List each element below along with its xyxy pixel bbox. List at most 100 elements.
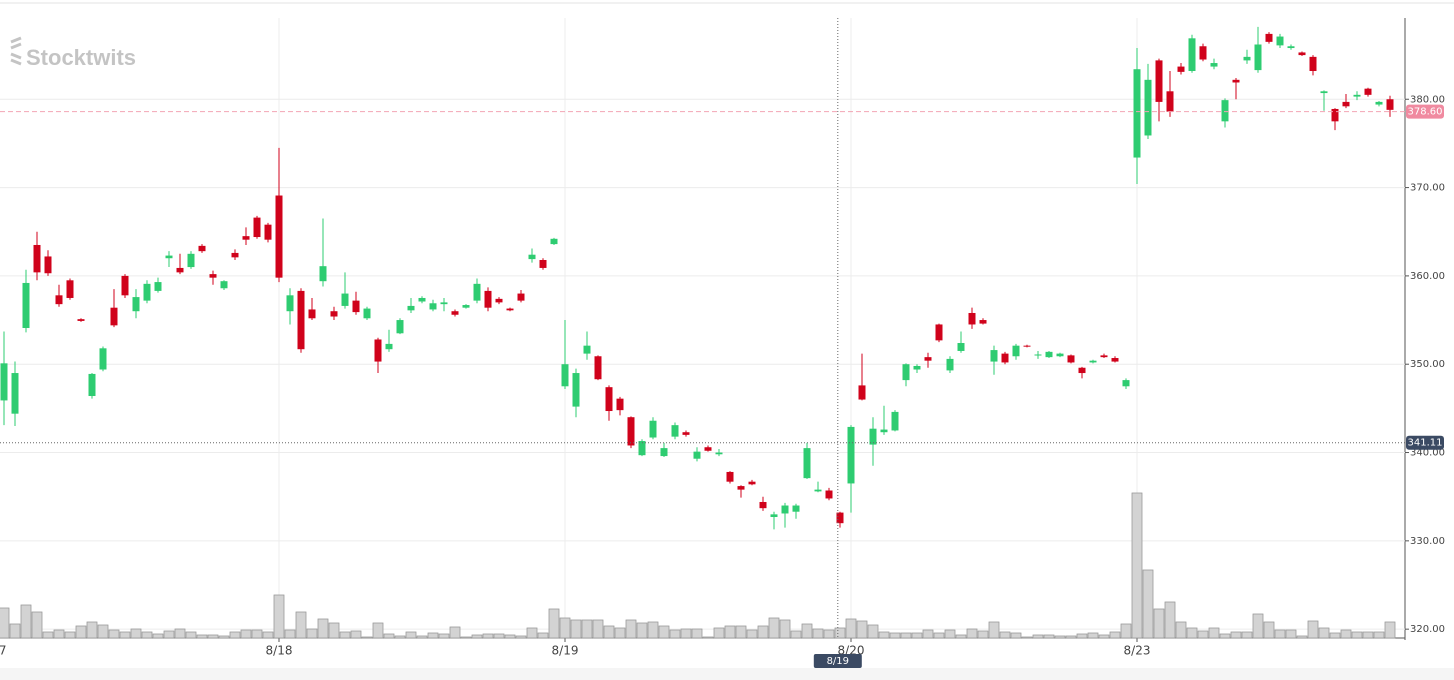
candle-body bbox=[968, 312, 976, 325]
volume-bar bbox=[229, 631, 241, 639]
volume-bar bbox=[1087, 632, 1099, 639]
volume-bar bbox=[988, 621, 1000, 639]
candle-body bbox=[1386, 99, 1394, 110]
candle-body bbox=[693, 451, 701, 459]
volume-bar bbox=[911, 632, 923, 639]
candle-body bbox=[1188, 38, 1196, 71]
volume-bar bbox=[471, 634, 483, 639]
y-tick-label: 330.00 bbox=[1410, 536, 1445, 547]
volume-bar bbox=[339, 631, 351, 639]
volume-bar bbox=[42, 631, 54, 639]
volume-bar bbox=[75, 625, 87, 639]
volume-bar bbox=[636, 622, 648, 639]
volume-bar bbox=[218, 635, 230, 639]
candle-body bbox=[198, 245, 206, 252]
candle-body bbox=[209, 274, 217, 278]
candle-body bbox=[1166, 91, 1174, 112]
volume-bar bbox=[383, 633, 395, 639]
volume-bar bbox=[526, 627, 538, 639]
volume-bar bbox=[559, 617, 571, 639]
candle-body bbox=[924, 357, 932, 361]
volume-bar bbox=[0, 607, 10, 639]
candle-body bbox=[814, 489, 822, 492]
candle-body bbox=[77, 319, 85, 321]
candle-body bbox=[781, 505, 789, 514]
candle-body bbox=[572, 373, 580, 407]
candle-body bbox=[341, 293, 349, 306]
volume-bar bbox=[361, 636, 373, 639]
volume-bar bbox=[823, 629, 835, 639]
volume-bar bbox=[1384, 621, 1396, 639]
candle-body bbox=[330, 311, 338, 317]
volume-bar bbox=[944, 629, 956, 639]
candle-body bbox=[858, 385, 866, 400]
candle-body bbox=[451, 311, 459, 315]
candle-body bbox=[88, 373, 96, 397]
candle-body bbox=[462, 305, 470, 308]
volume-bar bbox=[1010, 632, 1022, 639]
candle-body bbox=[836, 512, 844, 524]
candle-body bbox=[220, 281, 228, 289]
candle-body bbox=[1287, 46, 1295, 49]
volume-bar bbox=[900, 632, 912, 639]
candle-body bbox=[1111, 358, 1119, 362]
x-tick-label: 8/19 bbox=[552, 644, 579, 658]
volume-bar bbox=[9, 623, 21, 639]
volume-bar bbox=[1208, 627, 1220, 639]
y-tick-label: 360.00 bbox=[1410, 271, 1445, 282]
volume-bar bbox=[130, 628, 142, 639]
candle-body bbox=[528, 254, 536, 260]
candle-body bbox=[891, 411, 899, 431]
volume-bar bbox=[1120, 623, 1132, 639]
volume-bar bbox=[603, 625, 615, 639]
volume-bar bbox=[977, 630, 989, 639]
volume-bar bbox=[570, 619, 582, 639]
candle-body bbox=[1023, 345, 1031, 347]
candle-body bbox=[374, 339, 382, 362]
volume-bar bbox=[1296, 635, 1308, 639]
volume-bar bbox=[1065, 635, 1077, 639]
volume-bar bbox=[922, 629, 934, 639]
volume-bar bbox=[262, 631, 274, 639]
candle-body bbox=[352, 300, 360, 313]
candle-body bbox=[594, 356, 602, 380]
volume-bar bbox=[295, 611, 307, 639]
volume-bar bbox=[1307, 620, 1319, 639]
candle-body bbox=[880, 429, 888, 433]
candle-body bbox=[110, 307, 118, 326]
candle-body bbox=[935, 324, 943, 341]
candle-body bbox=[429, 303, 437, 310]
volume-bar bbox=[779, 619, 791, 639]
volume-bar bbox=[251, 629, 263, 639]
volume-bar bbox=[1164, 601, 1176, 639]
volume-bar bbox=[350, 630, 362, 639]
volume-bar bbox=[141, 631, 153, 639]
candle-body bbox=[726, 471, 734, 482]
volume-bar bbox=[1351, 631, 1363, 639]
volume-bar bbox=[691, 628, 703, 639]
volume-bar bbox=[856, 620, 868, 639]
candle-body bbox=[121, 275, 129, 296]
volume-bar bbox=[1131, 492, 1143, 639]
volume-bar bbox=[207, 634, 219, 639]
candle-body bbox=[484, 290, 492, 308]
candle-body bbox=[1078, 367, 1086, 374]
candle-body bbox=[792, 505, 800, 512]
candle-body bbox=[913, 365, 921, 370]
volume-bar bbox=[812, 628, 824, 639]
candle-body bbox=[583, 345, 591, 354]
candle-body bbox=[407, 305, 415, 311]
candle-body bbox=[1133, 69, 1141, 158]
volume-bar bbox=[1274, 629, 1286, 639]
candle-body bbox=[803, 448, 811, 479]
volume-bar bbox=[317, 618, 329, 639]
candle-body bbox=[1199, 46, 1207, 60]
volume-bar bbox=[1285, 629, 1297, 639]
volume-bar bbox=[119, 631, 131, 639]
volume-bar bbox=[768, 617, 780, 639]
candle-body bbox=[231, 252, 239, 258]
candle-body bbox=[286, 295, 294, 312]
candle-body bbox=[1331, 108, 1339, 122]
candle-body bbox=[1089, 360, 1097, 363]
candle-body bbox=[1298, 52, 1306, 56]
